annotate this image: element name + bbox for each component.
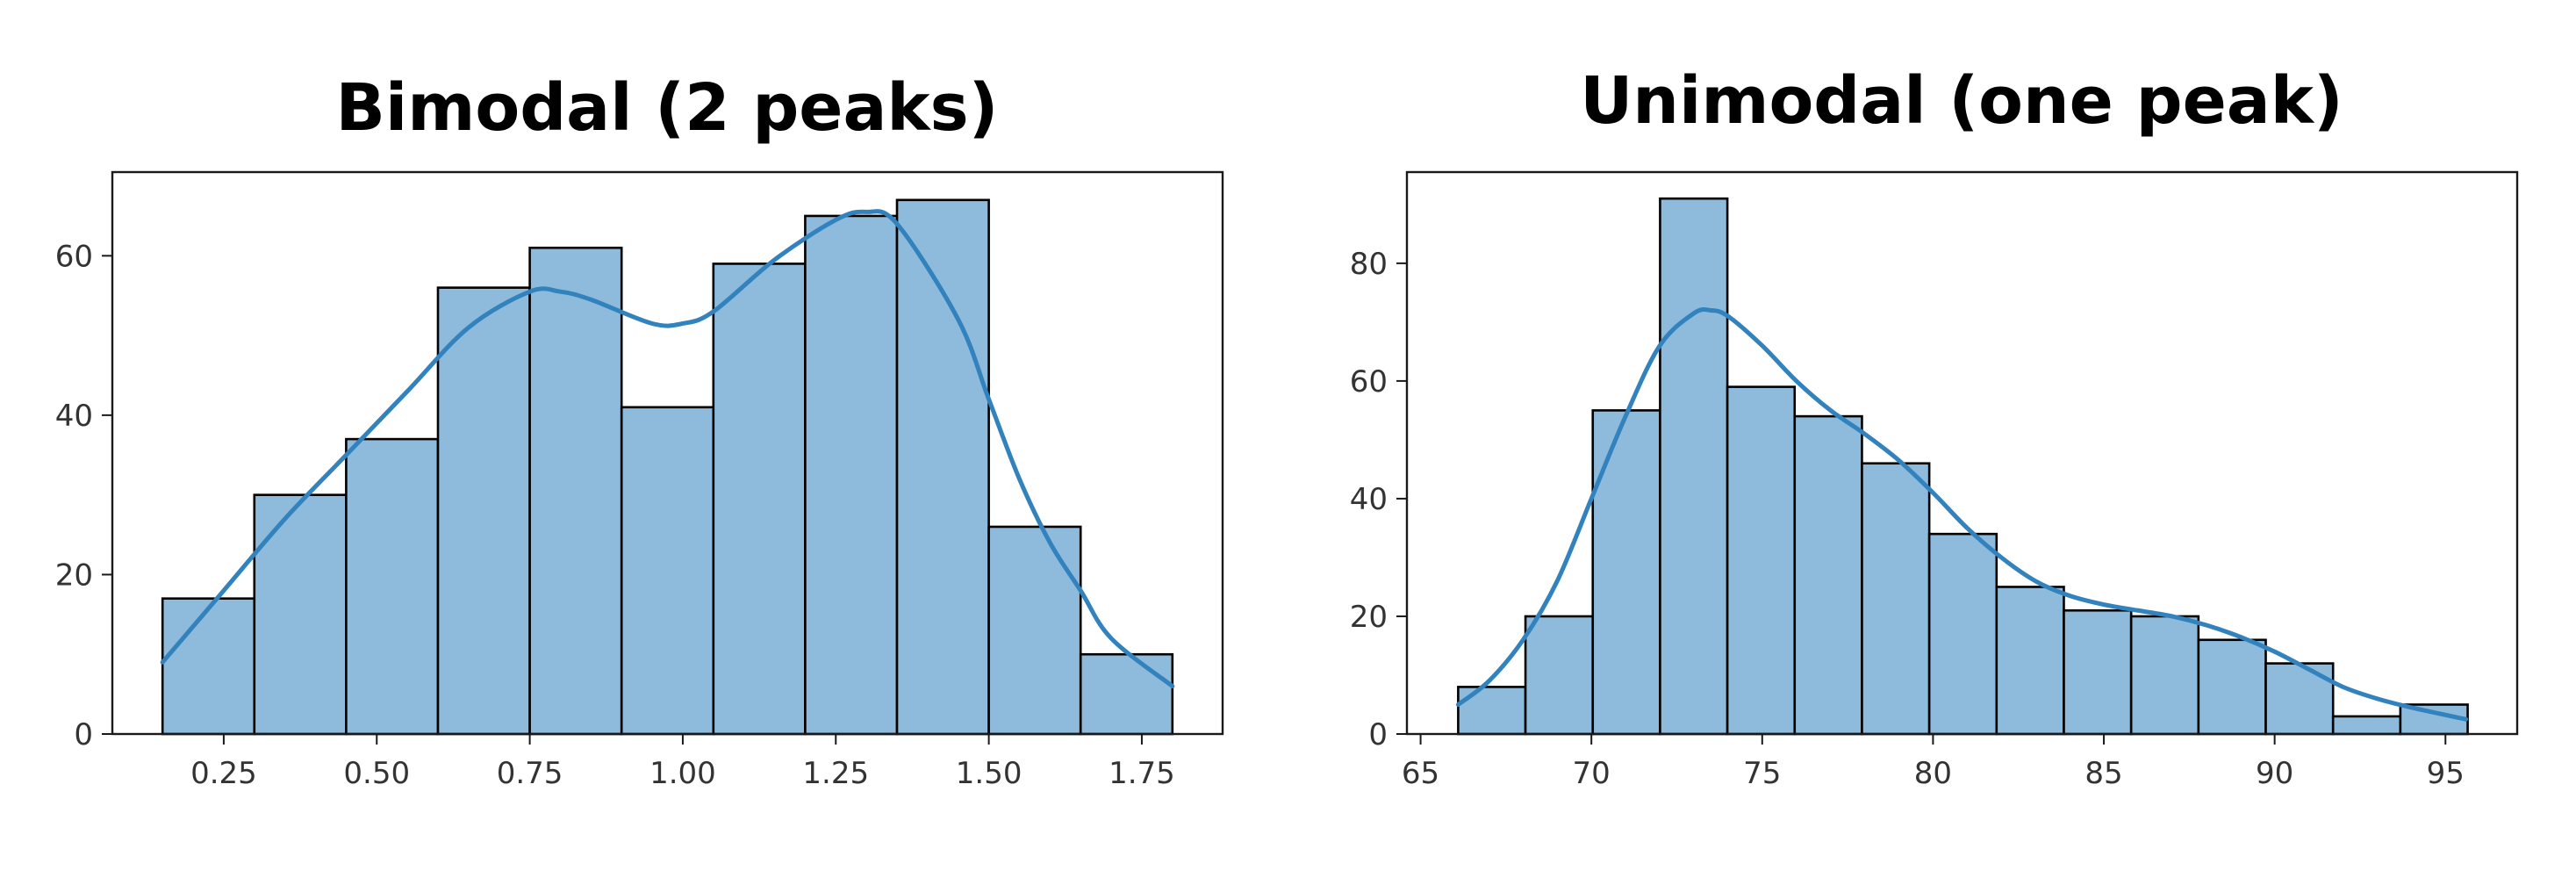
histogram-bar xyxy=(1591,409,1661,736)
plot-frame xyxy=(111,170,1224,736)
histogram-bar xyxy=(712,263,807,736)
x-tick-label: 70 xyxy=(1573,756,1611,791)
histogram-bar xyxy=(1927,532,1998,736)
x-tick-label: 90 xyxy=(2256,756,2293,791)
histogram-bar xyxy=(253,493,348,736)
histogram-bar xyxy=(1659,197,1729,736)
y-tick-label: 40 xyxy=(1350,482,1388,517)
histogram-bar xyxy=(1995,586,2065,736)
kde-curve xyxy=(160,209,1175,689)
y-tick-label: 0 xyxy=(74,717,93,752)
x-tick-label: 80 xyxy=(1914,756,1952,791)
y-tick-label: 40 xyxy=(55,399,93,434)
histogram-bar xyxy=(804,214,899,736)
x-tick-label: 1.75 xyxy=(1109,756,1175,791)
x-tick-label: 1.00 xyxy=(649,756,716,791)
histogram-bar xyxy=(1861,462,1931,736)
histogram-bar xyxy=(2331,715,2402,736)
y-tick-label: 20 xyxy=(55,558,93,593)
histogram-bar xyxy=(2197,638,2267,736)
x-tick-label: 0.50 xyxy=(343,756,410,791)
y-tick-label: 60 xyxy=(55,239,93,274)
histogram-bar xyxy=(345,437,440,736)
histogram-bar xyxy=(1524,615,1595,736)
x-tick-label: 75 xyxy=(1743,756,1781,791)
y-tick-label: 20 xyxy=(1350,600,1388,635)
histogram-bar xyxy=(1726,385,1797,736)
x-tick-label: 65 xyxy=(1402,756,1439,791)
y-tick-label: 0 xyxy=(1368,717,1388,752)
histogram-bar xyxy=(987,525,1082,736)
histogram-bar xyxy=(2129,615,2200,736)
histogram-bar xyxy=(620,406,715,736)
histogram-bar xyxy=(161,597,256,736)
histogram-bar xyxy=(2063,608,2133,736)
histogram-bar xyxy=(528,246,623,736)
unimodal-histogram-panel: Unimodal (one peak) 65 70 75 80 85 90 95 0 20 40 60… xyxy=(1350,63,2519,791)
histogram-bar xyxy=(436,286,531,736)
x-tick-label: 1.50 xyxy=(956,756,1023,791)
histogram-bar xyxy=(895,198,990,736)
chart-title: Unimodal (one peak) xyxy=(1580,63,2343,139)
histogram-bar xyxy=(2264,662,2335,736)
plot-frame xyxy=(1405,170,2519,736)
histogram-bar xyxy=(1079,652,1174,736)
y-tick-label: 60 xyxy=(1350,364,1388,399)
x-tick-label: 95 xyxy=(2427,756,2465,791)
x-tick-label: 1.25 xyxy=(802,756,869,791)
kde-curve xyxy=(1455,306,2469,722)
x-tick-label: 0.75 xyxy=(497,756,563,791)
x-tick-label: 0.25 xyxy=(190,756,257,791)
y-tick-label: 80 xyxy=(1350,247,1388,282)
histogram-bar xyxy=(1457,686,1527,736)
x-tick-label: 85 xyxy=(2084,756,2122,791)
histogram-bar xyxy=(1793,414,1863,736)
chart-title: Bimodal (2 peaks) xyxy=(336,70,999,146)
bimodal-histogram-panel: Bimodal (2 peaks) 0.25 0.50 0.75 1.00 1.25 1.5… xyxy=(55,70,1224,791)
